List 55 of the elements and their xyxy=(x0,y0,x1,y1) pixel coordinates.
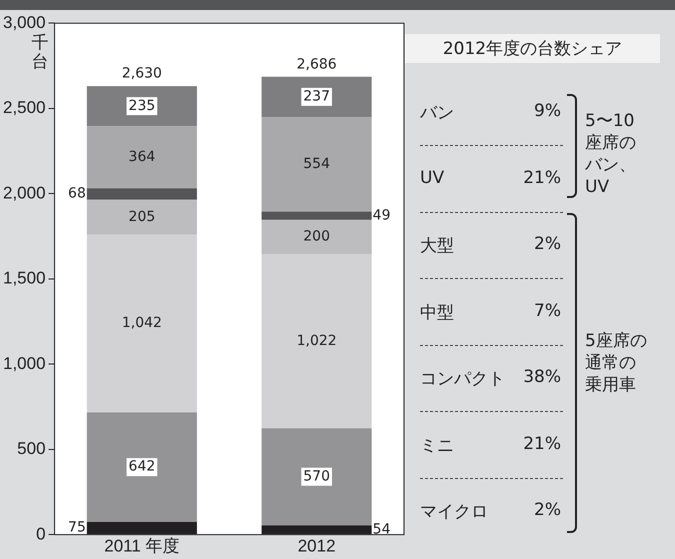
text: UV xyxy=(420,168,444,188)
y-axis-title: 千台 xyxy=(30,33,50,72)
text: 7% xyxy=(533,300,561,320)
bar xyxy=(262,254,372,428)
text: 5座席の通常の乗用車 xyxy=(585,330,648,396)
text: 21% xyxy=(522,168,561,188)
y-tick-label: 3,000 xyxy=(2,12,46,32)
bar xyxy=(262,76,372,118)
data-label: 49 xyxy=(372,207,391,224)
text: ミニ xyxy=(420,434,454,456)
bar xyxy=(262,428,372,526)
y-tick-label: 2,500 xyxy=(2,98,46,118)
text: 中型 xyxy=(420,302,454,324)
total-label: 2,630 xyxy=(122,66,162,82)
y-tick-label: 2,000 xyxy=(2,183,46,202)
data-label: 642 xyxy=(128,458,156,475)
bar xyxy=(86,234,197,412)
text: コンパクト xyxy=(420,368,505,390)
text: 2012年度の台数シェア xyxy=(405,34,660,63)
y-tick-label: 0 xyxy=(36,524,46,544)
data-label: 1,042 xyxy=(122,315,162,332)
data-label: 570 xyxy=(303,468,330,484)
text: 大型 xyxy=(420,235,454,257)
bar xyxy=(262,117,372,212)
y-tick-label: 1,500 xyxy=(2,268,46,288)
data-label: 235 xyxy=(128,98,156,114)
data-label: 364 xyxy=(128,148,156,165)
data-label: 68 xyxy=(68,186,86,202)
y-tick-label: 500 xyxy=(17,439,46,458)
bar xyxy=(86,188,197,200)
data-label: 1,022 xyxy=(296,332,337,349)
text: 9% xyxy=(533,101,561,121)
data-label: 54 xyxy=(372,521,391,538)
text: バン xyxy=(420,102,454,124)
bar xyxy=(262,212,372,220)
bar xyxy=(262,220,372,254)
text: 21% xyxy=(522,434,561,454)
x-tick-label: 2012 xyxy=(298,536,336,556)
data-label: 75 xyxy=(68,520,86,536)
data-label: 205 xyxy=(128,208,156,225)
text: 2% xyxy=(533,500,561,520)
bar xyxy=(86,126,197,188)
text: 5〜10座席のバン、UV xyxy=(585,110,637,198)
text: マイクロ xyxy=(420,501,488,523)
data-label: 200 xyxy=(303,228,330,245)
bar xyxy=(86,86,197,126)
total-label: 2,686 xyxy=(296,56,337,72)
x-tick-label: 2011 年度 xyxy=(104,536,180,556)
text: 2% xyxy=(533,234,561,254)
bar xyxy=(86,412,197,522)
bar xyxy=(86,200,197,235)
text: 38% xyxy=(522,367,561,387)
y-tick-label: 1,000 xyxy=(2,354,46,373)
data-label: 554 xyxy=(303,156,330,172)
data-label: 237 xyxy=(303,88,330,105)
